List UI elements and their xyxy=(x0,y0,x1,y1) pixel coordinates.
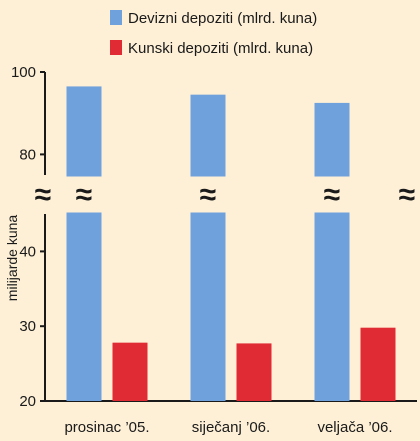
bar-devizni-2-upper xyxy=(314,102,350,177)
legend-swatch-kunski xyxy=(110,40,122,55)
category-label: veljača ’06. xyxy=(317,419,392,436)
bars xyxy=(66,86,396,401)
axis-break-marks: ≈ ≈ ≈ ≈ ≈ xyxy=(35,179,415,212)
legend-label-kunski: Kunski depoziti (mlrd. kuna) xyxy=(128,40,313,57)
y-tick-label: 100 xyxy=(11,64,36,81)
bar-devizni-0-lower xyxy=(66,212,102,401)
legend: Devizni depoziti (mlrd. kuna) Kunski dep… xyxy=(110,10,317,57)
category-label: siječanj ’06. xyxy=(192,419,270,436)
right-break-mark: ≈ xyxy=(399,179,415,212)
bar-kunski-2 xyxy=(360,327,396,401)
bar-break-mark: ≈ xyxy=(324,179,340,212)
y-axis-title: milijarde kuna xyxy=(4,215,20,302)
legend-label-devizni: Devizni depoziti (mlrd. kuna) xyxy=(128,10,317,27)
y-tick-labels: 20 30 40 80 100 xyxy=(11,64,36,410)
bar-devizni-1-upper xyxy=(190,94,226,177)
bar-devizni-2-lower xyxy=(314,212,350,401)
bar-kunski-0 xyxy=(112,342,148,401)
bar-devizni-1-lower xyxy=(190,212,226,401)
axes xyxy=(40,71,417,402)
y-axis-break-mark: ≈ xyxy=(35,179,51,212)
y-tick-label: 40 xyxy=(19,243,36,260)
y-tick-label: 80 xyxy=(19,146,36,163)
bar-devizni-0-upper xyxy=(66,86,102,177)
legend-swatch-devizni xyxy=(110,10,122,25)
bar-break-mark: ≈ xyxy=(76,179,92,212)
y-tick-label: 30 xyxy=(19,318,36,335)
category-label: prosinac ’05. xyxy=(64,419,149,436)
category-labels: prosinac ’05. siječanj ’06. veljača ’06. xyxy=(64,419,392,436)
bar-kunski-1 xyxy=(236,343,272,401)
y-tick-label: 20 xyxy=(19,393,36,410)
bar-break-mark: ≈ xyxy=(200,179,216,212)
